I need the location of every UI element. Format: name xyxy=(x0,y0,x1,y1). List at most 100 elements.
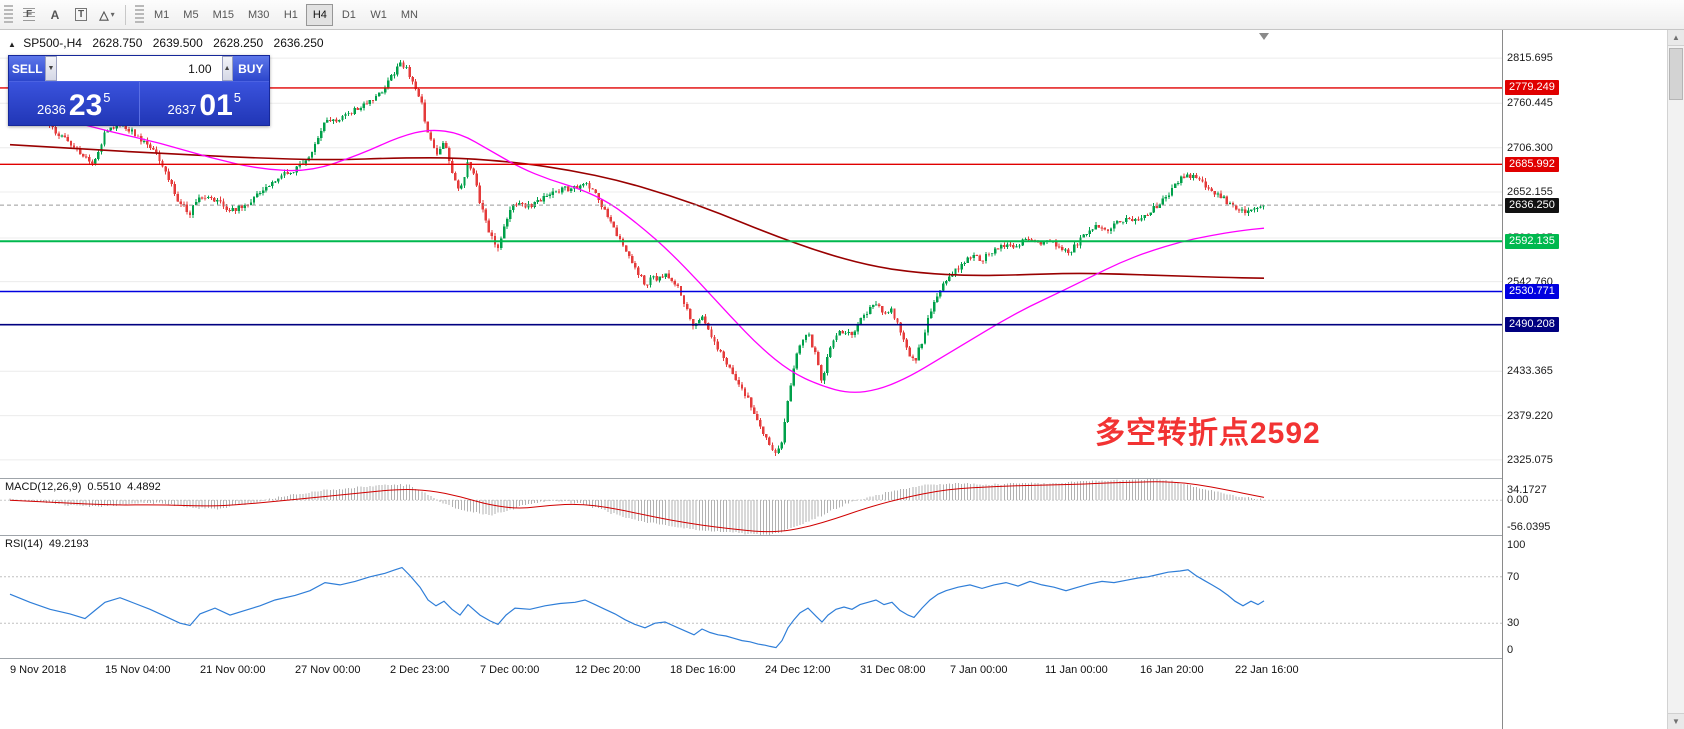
time-axis-label: 21 Nov 00:00 xyxy=(200,664,266,676)
macd-histogram xyxy=(9,479,1264,535)
scrollbar-thumb[interactable] xyxy=(1669,48,1683,100)
macd-main-value: 0.5510 xyxy=(87,481,122,493)
fibonacci-tool-button[interactable]: F xyxy=(16,3,42,27)
macd-signal-value: 4.4892 xyxy=(127,481,161,493)
macd-name-label: MACD(12,26,9) xyxy=(5,481,82,493)
rsi-name-label: RSI(14) xyxy=(5,538,43,550)
macd-title: MACD(12,26,9) 0.5510 4.4892 xyxy=(5,481,161,493)
shapes-tool-button[interactable]: △ ▾ xyxy=(94,3,120,27)
buy-button[interactable]: BUY xyxy=(232,56,269,81)
timeframe-m1-button[interactable]: M1 xyxy=(148,4,175,26)
vertical-scrollbar: ▲ ▼ xyxy=(1667,30,1684,729)
timeframe-mn-button[interactable]: MN xyxy=(395,4,424,26)
time-axis-label: 12 Dec 20:00 xyxy=(575,664,641,676)
macd-axis-label: 0.00 xyxy=(1507,494,1529,506)
time-axis-label: 22 Jan 16:00 xyxy=(1235,664,1299,676)
chart-ohlc-header: ▲ SP500-,H4 2628.750 2639.500 2628.250 2… xyxy=(8,36,324,50)
volume-decrease-button[interactable]: ▼ xyxy=(45,56,57,81)
rsi-line xyxy=(9,566,1265,649)
volume-input[interactable] xyxy=(56,56,222,81)
time-axis-label: 2 Dec 23:00 xyxy=(390,664,450,676)
one-click-trading-panel: SELL ▼ ▲ BUY 2636 23 5 2637 01 5 xyxy=(8,55,270,126)
panel-separator[interactable] xyxy=(0,478,1666,479)
price-axis-label: 2433.365 xyxy=(1507,365,1553,377)
timeframe-h1-button[interactable]: H1 xyxy=(277,4,304,26)
ask-price-display[interactable]: 2637 01 5 xyxy=(138,82,269,125)
timeframe-w1-button[interactable]: W1 xyxy=(364,4,393,26)
price-axis-label: 2815.695 xyxy=(1507,52,1553,64)
shapes-tool-icon: △ xyxy=(99,7,109,22)
text-label-tool-button[interactable]: T xyxy=(68,3,94,27)
text-tool-icon: A xyxy=(50,7,60,22)
panel-separator[interactable] xyxy=(0,658,1666,659)
timeframes-toolbar: M1 M5 M15 M30 H1 H4 D1 W1 MN xyxy=(147,3,425,26)
level-price-label: 2490.208 xyxy=(1505,317,1559,332)
chevron-down-icon: ▾ xyxy=(110,10,115,19)
timeframe-d1-button[interactable]: D1 xyxy=(335,4,362,26)
level-price-label: 2779.249 xyxy=(1505,80,1559,95)
trade-controls-row: SELL ▼ ▲ BUY xyxy=(9,56,269,81)
text-tool-button[interactable]: A xyxy=(42,3,68,27)
timeframe-m5-button[interactable]: M5 xyxy=(177,4,204,26)
rsi-axis-label: 70 xyxy=(1507,571,1520,583)
scroll-up-icon[interactable]: ▲ xyxy=(1668,30,1684,46)
time-axis-label: 7 Dec 00:00 xyxy=(480,664,540,676)
macd-axis-label: 34.1727 xyxy=(1507,484,1547,496)
time-axis-label: 27 Nov 00:00 xyxy=(295,664,361,676)
toolbar-separator xyxy=(125,4,126,25)
timeframe-m15-button[interactable]: M15 xyxy=(207,4,240,26)
rsi-axis-label: 100 xyxy=(1507,539,1526,551)
time-axis-label: 11 Jan 00:00 xyxy=(1045,664,1108,676)
ma-fast-line xyxy=(9,106,1265,393)
price-axis-label: 2379.220 xyxy=(1507,410,1553,422)
time-axis-label: 7 Jan 00:00 xyxy=(950,664,1008,676)
bid-sup-digit: 5 xyxy=(103,90,111,105)
bid-ask-row: 2636 23 5 2637 01 5 xyxy=(9,81,269,125)
time-axis[interactable]: 9 Nov 2018 15 Nov 04:00 21 Nov 00:00 27 Nov… xyxy=(0,659,1502,683)
price-axis-label: 2706.300 xyxy=(1507,142,1553,154)
toolbar-grip[interactable] xyxy=(135,4,144,25)
timeframe-m30-button[interactable]: M30 xyxy=(242,4,275,26)
rsi-axis-label: 0 xyxy=(1507,644,1514,656)
rsi-title: RSI(14) 49.2193 xyxy=(5,538,89,550)
toolbar: F A T △ ▾ M1 M5 M15 M30 H1 H4 D1 W1 MN xyxy=(0,0,1684,30)
sell-button[interactable]: SELL xyxy=(9,56,46,81)
panel-separator[interactable] xyxy=(0,535,1666,536)
chart-shift-icon[interactable] xyxy=(1259,33,1269,40)
price-axis-label: 2325.075 xyxy=(1507,454,1553,466)
time-axis-label: 18 Dec 16:00 xyxy=(670,664,736,676)
level-price-label: 2592.135 xyxy=(1505,234,1559,249)
price-axis-label: 2760.445 xyxy=(1507,97,1553,109)
line-studies-toolbar: F A T △ ▾ xyxy=(16,3,120,27)
bid-price-display[interactable]: 2636 23 5 xyxy=(9,82,139,125)
fibonacci-tool-icon: F xyxy=(22,8,36,21)
timeframe-h4-button[interactable]: H4 xyxy=(306,3,334,26)
toolbar-grip[interactable] xyxy=(4,4,13,25)
price-axis-label: 2652.155 xyxy=(1507,186,1553,198)
ask-big-digits: 01 xyxy=(199,89,233,122)
ask-prefix: 2637 xyxy=(167,102,197,117)
rsi-canvas[interactable] xyxy=(0,536,1502,658)
high-value: 2639.500 xyxy=(152,36,203,50)
macd-signal-line xyxy=(9,481,1265,533)
volume-increase-button[interactable]: ▲ xyxy=(221,56,233,81)
macd-axis-label: -56.0395 xyxy=(1507,521,1551,533)
chart-annotation-text[interactable]: 多空转折点2592 xyxy=(1095,417,1321,450)
time-axis-label: 31 Dec 08:00 xyxy=(860,664,926,676)
current-price-label: 2636.250 xyxy=(1505,198,1559,213)
one-click-toggle-icon[interactable]: ▲ xyxy=(8,40,16,49)
time-axis-label: 9 Nov 2018 xyxy=(10,664,67,676)
macd-canvas[interactable] xyxy=(0,479,1502,535)
bid-big-digits: 23 xyxy=(68,89,103,122)
scroll-down-icon[interactable]: ▼ xyxy=(1668,713,1684,729)
rsi-value: 49.2193 xyxy=(48,538,89,550)
bid-prefix: 2636 xyxy=(36,102,66,117)
rsi-axis-label: 30 xyxy=(1507,617,1520,629)
time-axis-label: 15 Nov 04:00 xyxy=(105,664,171,676)
price-axis[interactable]: 2815.6952760.4452706.3002652.1552596.005… xyxy=(1502,30,1666,729)
text-label-tool-icon: T xyxy=(74,8,88,21)
close-value: 2636.250 xyxy=(273,36,324,50)
symbol-period-label: SP500-,H4 xyxy=(23,36,82,50)
open-value: 2628.750 xyxy=(92,36,143,50)
low-value: 2628.250 xyxy=(213,36,264,50)
